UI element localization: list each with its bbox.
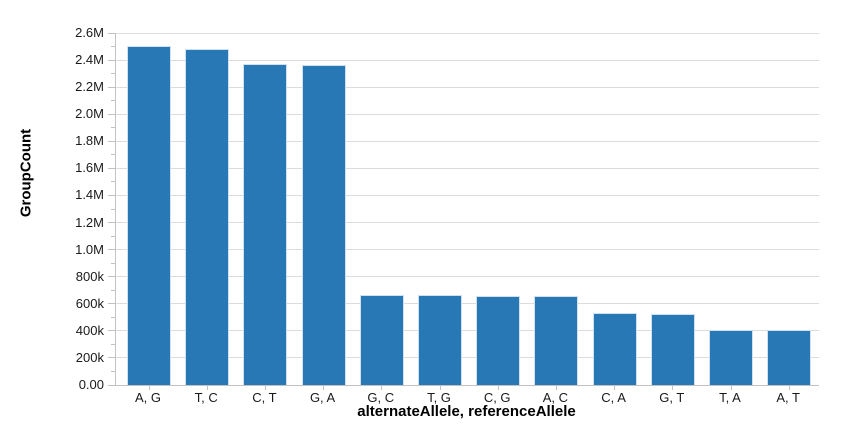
x-axis-tick <box>614 385 616 390</box>
y-gridline <box>116 357 819 359</box>
y-tick-label: 800k <box>75 268 104 284</box>
x-tick-label: T, G <box>427 390 451 405</box>
x-axis-title: alternateAllele, referenceAllele <box>357 403 576 420</box>
x-axis-tick <box>323 385 325 390</box>
y-gridline <box>116 140 819 142</box>
y-axis-minor-tick <box>111 316 115 318</box>
y-axis-tick <box>108 357 115 359</box>
x-tick-label: C, A <box>601 390 626 405</box>
y-tick-label: 1.6M <box>75 160 104 176</box>
y-axis-minor-tick <box>111 343 115 345</box>
y-gridline <box>116 303 819 305</box>
x-tick-label: A, G <box>134 390 161 405</box>
y-axis-tick <box>108 222 115 224</box>
y-gridline <box>116 32 819 34</box>
y-axis-minor-tick <box>111 370 115 372</box>
y-gridline <box>116 59 819 61</box>
y-axis-tick <box>108 330 115 332</box>
bar <box>592 313 637 385</box>
x-tick-label: G, A <box>309 390 336 405</box>
y-tick-label: 200k <box>75 349 104 365</box>
x-axis-tick <box>730 385 732 390</box>
y-tick-label: 1.0M <box>75 241 104 257</box>
y-axis-tick <box>108 167 115 169</box>
y-tick-label: 2.6M <box>75 25 104 40</box>
x-tick-label: T, A <box>719 390 741 405</box>
bar <box>709 329 753 385</box>
bar <box>767 330 812 385</box>
y-tick-label: 400k <box>75 322 104 338</box>
x-axis-tick <box>148 385 150 390</box>
x-tick-label: G, C <box>367 390 395 405</box>
y-axis-minor-tick <box>111 208 115 210</box>
y-gridline <box>116 249 819 251</box>
y-tick-label: 2.4M <box>75 52 104 68</box>
y-axis-tick <box>108 249 115 251</box>
x-axis-tick <box>206 385 208 390</box>
y-axis-minor-tick <box>111 262 115 264</box>
bar <box>127 45 171 385</box>
x-tick-label: T, C <box>194 390 218 405</box>
y-gridline <box>116 194 819 196</box>
y-axis-tick <box>108 384 115 386</box>
y-tick-label: 0.00 <box>78 377 104 392</box>
bar <box>185 49 230 385</box>
y-gridline <box>116 276 819 278</box>
y-axis-minor-tick <box>111 100 115 102</box>
plot-area <box>108 32 819 390</box>
y-gridline <box>116 330 819 332</box>
y-axis-tick <box>108 194 115 196</box>
y-axis-minor-tick <box>111 127 115 129</box>
y-axis-minor-tick <box>111 73 115 75</box>
x-axis-tick <box>497 385 499 390</box>
x-axis-tick <box>264 385 266 390</box>
y-axis-tick <box>108 276 115 278</box>
y-tick-label: 1.4M <box>75 187 104 203</box>
y-axis-tick <box>108 59 115 61</box>
x-tick-label: C, T <box>252 390 277 405</box>
y-gridline <box>116 86 819 88</box>
bar <box>243 64 288 385</box>
y-axis-minor-tick <box>111 235 115 237</box>
y-axis-minor-tick <box>111 154 115 156</box>
x-axis-tick-labels: A, G T, C C, T G, A G, C T, G C, G A, C C, A G, T… <box>115 390 818 405</box>
y-axis-minor-tick <box>111 46 115 48</box>
y-axis-tick-labels: 0.00 200k 400k 600k 800k 1.0M 1.2M 1.4M 1.6M 1.8M… <box>0 26 104 392</box>
x-axis-tick <box>381 385 383 390</box>
bar <box>650 313 695 385</box>
bar <box>301 64 346 385</box>
y-axis-tick <box>108 140 115 142</box>
x-axis-tick <box>555 385 557 390</box>
y-tick-label: 2.0M <box>75 106 104 122</box>
x-axis-tick <box>439 385 441 390</box>
x-tick-label: G, T <box>659 390 685 405</box>
y-tick-label: 2.2M <box>75 79 104 95</box>
x-tick-label: A, T <box>776 390 800 405</box>
y-axis-tick <box>108 303 115 305</box>
y-axis-tick <box>108 86 115 88</box>
y-tick-label: 1.2M <box>75 214 104 230</box>
y-gridline <box>116 167 819 169</box>
y-axis-minor-tick <box>111 289 115 291</box>
bar <box>359 294 404 385</box>
y-gridline <box>116 113 819 115</box>
bar <box>476 295 521 385</box>
bar <box>534 296 579 385</box>
y-tick-label: 600k <box>75 295 104 311</box>
bar <box>418 295 462 385</box>
y-axis-minor-tick <box>111 181 115 183</box>
x-tick-label: A, C <box>542 390 569 405</box>
x-axis-tick <box>672 385 674 390</box>
y-axis-tick <box>108 32 115 34</box>
x-axis-tick <box>788 385 790 390</box>
y-axis-tick <box>108 113 115 115</box>
x-tick-label: C, G <box>483 390 511 405</box>
y-tick-label: 1.8M <box>75 133 104 149</box>
y-gridline <box>116 222 819 224</box>
